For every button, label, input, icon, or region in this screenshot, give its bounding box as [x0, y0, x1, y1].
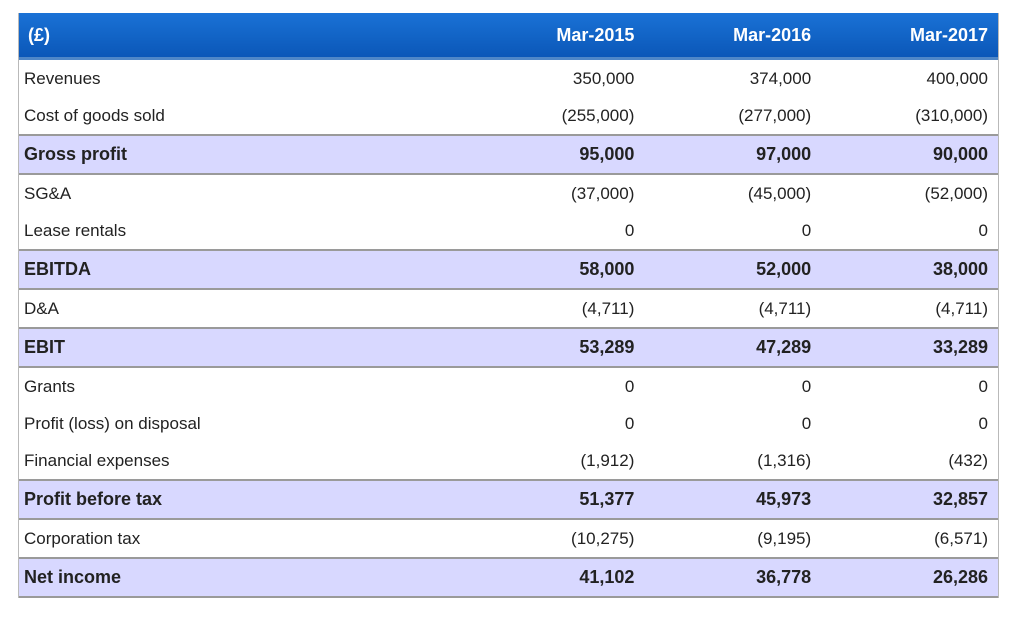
row-value: 95,000	[462, 134, 645, 175]
row-value: 58,000	[462, 249, 645, 290]
row-value: 36,778	[644, 557, 822, 598]
income-statement-table: (£) Mar-2015 Mar-2016 Mar-2017 Revenues 3…	[18, 13, 998, 598]
row-value: 0	[462, 212, 645, 250]
row-label: Cost of goods sold	[18, 97, 463, 135]
row-label: Profit before tax	[18, 479, 463, 520]
row-label: Corporation tax	[18, 519, 463, 558]
row-value: (6,571)	[821, 519, 998, 558]
currency-label: (£)	[18, 13, 463, 60]
row-value: 52,000	[644, 249, 822, 290]
row-label: EBITDA	[18, 249, 463, 290]
row-value: (277,000)	[644, 97, 822, 135]
row-label: Lease rentals	[18, 212, 463, 250]
subtotal-row: Net income 41,102 36,778 26,286	[18, 557, 998, 598]
table-row: Cost of goods sold (255,000) (277,000) (310…	[18, 97, 998, 135]
table-body: Revenues 350,000 374,000 400,000 Cost of goo…	[18, 58, 998, 598]
table-row: Corporation tax (10,275) (9,195) (6,571)	[18, 519, 998, 558]
row-value: 97,000	[644, 134, 822, 175]
table-row: Lease rentals 0 0 0	[18, 212, 998, 250]
row-value: (4,711)	[462, 289, 645, 328]
row-value: 0	[462, 405, 645, 442]
row-value: 0	[644, 212, 822, 250]
row-value: 0	[644, 367, 822, 405]
row-label: Profit (loss) on disposal	[18, 405, 463, 442]
subtotal-row: EBIT 53,289 47,289 33,289	[18, 327, 998, 368]
subtotal-row: Gross profit 95,000 97,000 90,000	[18, 134, 998, 175]
subtotal-row: EBITDA 58,000 52,000 38,000	[18, 249, 998, 290]
row-value: 41,102	[462, 557, 645, 598]
row-value: 0	[644, 405, 822, 442]
period-header-mar-2017: Mar-2017	[821, 13, 998, 60]
row-value: 51,377	[462, 479, 645, 520]
row-value: 374,000	[644, 58, 822, 97]
row-value: (310,000)	[821, 97, 998, 135]
row-value: (4,711)	[644, 289, 822, 328]
row-value: 0	[821, 405, 998, 442]
period-header-mar-2015: Mar-2015	[462, 13, 645, 60]
row-value: 33,289	[821, 327, 998, 368]
row-value: 350,000	[462, 58, 645, 97]
table-row: Profit (loss) on disposal 0 0 0	[18, 405, 998, 442]
row-value: (1,316)	[644, 442, 822, 480]
row-label: D&A	[18, 289, 463, 328]
row-value: (10,275)	[462, 519, 645, 558]
subtotal-row: Profit before tax 51,377 45,973 32,857	[18, 479, 998, 520]
row-label: EBIT	[18, 327, 463, 368]
row-value: (9,195)	[644, 519, 822, 558]
row-value: 90,000	[821, 134, 998, 175]
row-value: 32,857	[821, 479, 998, 520]
row-value: 0	[821, 212, 998, 250]
table-row: Revenues 350,000 374,000 400,000	[18, 58, 998, 97]
table-header: (£) Mar-2015 Mar-2016 Mar-2017	[18, 13, 998, 60]
row-value: 400,000	[821, 58, 998, 97]
row-value: 0	[462, 367, 645, 405]
table-row: SG&A (37,000) (45,000) (52,000)	[18, 174, 998, 212]
table-row: Financial expenses (1,912) (1,316) (432)	[18, 442, 998, 480]
row-label: Grants	[18, 367, 463, 405]
row-value: (255,000)	[462, 97, 645, 135]
row-value: (52,000)	[821, 174, 998, 212]
row-value: 47,289	[644, 327, 822, 368]
period-header-mar-2016: Mar-2016	[644, 13, 822, 60]
row-value: (432)	[821, 442, 998, 480]
row-value: 53,289	[462, 327, 645, 368]
header-row: (£) Mar-2015 Mar-2016 Mar-2017	[18, 13, 998, 60]
row-label: Financial expenses	[18, 442, 463, 480]
row-value: (1,912)	[462, 442, 645, 480]
table-row: Grants 0 0 0	[18, 367, 998, 405]
row-value: (4,711)	[821, 289, 998, 328]
row-value: 26,286	[821, 557, 998, 598]
row-label: Gross profit	[18, 134, 463, 175]
table-row: D&A (4,711) (4,711) (4,711)	[18, 289, 998, 328]
row-label: SG&A	[18, 174, 463, 212]
row-value: (37,000)	[462, 174, 645, 212]
row-label: Revenues	[18, 58, 463, 97]
row-label: Net income	[18, 557, 463, 598]
row-value: 45,973	[644, 479, 822, 520]
row-value: 38,000	[821, 249, 998, 290]
row-value: 0	[821, 367, 998, 405]
row-value: (45,000)	[644, 174, 822, 212]
